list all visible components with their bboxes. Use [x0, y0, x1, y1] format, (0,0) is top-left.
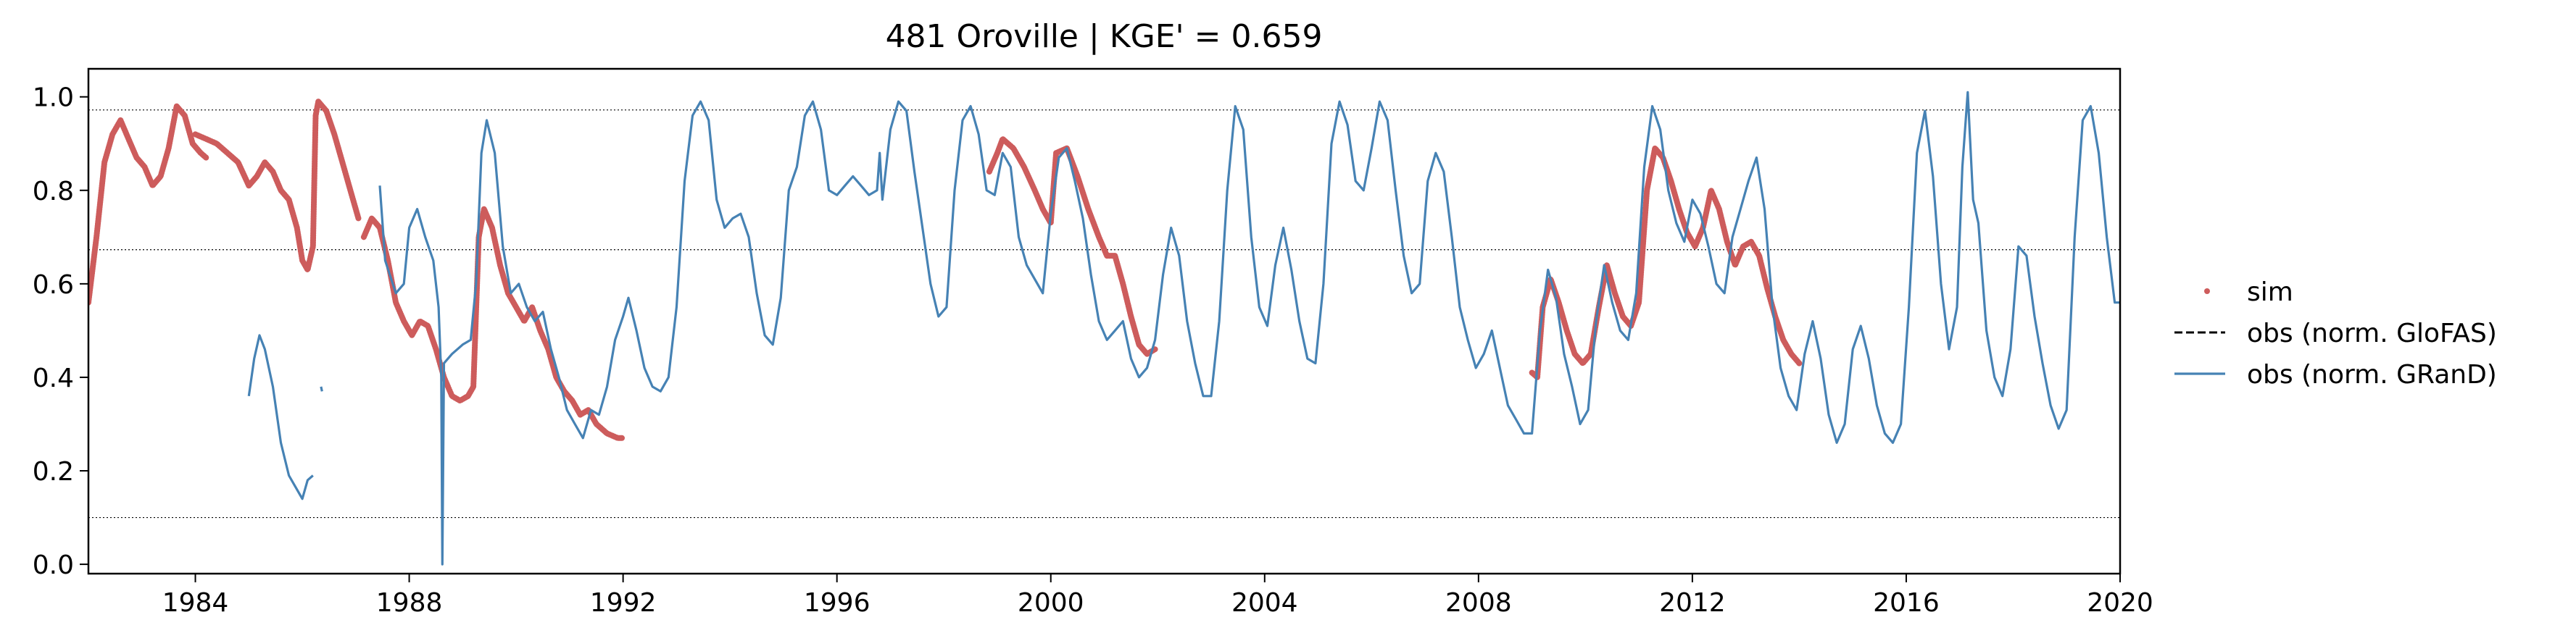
legend-label: obs (norm. GRanD) [2247, 360, 2497, 390]
obs-grand-series-segment [378, 91, 2120, 566]
y-tick-label: 0.6 [33, 270, 74, 300]
sim-series-segment [88, 103, 209, 306]
chart-title: 481 Oroville | KGE' = 0.659 [886, 18, 1323, 55]
x-tick-label: 2020 [2087, 588, 2153, 618]
legend-marker-sim [2204, 288, 2210, 294]
x-tick-label: 2004 [1231, 588, 1298, 618]
obs-grand-series-segment [247, 334, 314, 500]
obs-grand-series-segment [320, 386, 323, 392]
x-tick-label: 2012 [1659, 588, 1726, 618]
x-tick-label: 1988 [376, 588, 443, 618]
x-tick-label: 2008 [1445, 588, 1512, 618]
x-tick-label: 1984 [162, 588, 229, 618]
sim-series-segment [360, 206, 626, 441]
sim-series-segment [192, 99, 362, 273]
plot-frame [87, 67, 2122, 575]
y-axis: 0.0 0.2 0.4 0.6 0.8 1.0 [33, 83, 88, 580]
y-tick-label: 0.2 [33, 457, 74, 487]
sim-series-segment [986, 135, 1158, 357]
y-tick-label: 0.4 [33, 364, 74, 393]
x-tick-label: 2016 [1873, 588, 1940, 618]
legend-label: sim [2247, 277, 2293, 307]
x-tick-label: 2000 [1018, 588, 1084, 618]
sim-series-segment [1529, 145, 1803, 380]
legend: sim obs (norm. GloFAS) obs (norm. GRanD) [2174, 277, 2497, 390]
y-tick-label: 0.8 [33, 177, 74, 206]
x-tick-label: 1996 [804, 588, 871, 618]
plot-area [88, 91, 2120, 566]
x-tick-label: 1992 [590, 588, 657, 618]
y-tick-label: 1.0 [33, 83, 74, 113]
x-axis: 1984 1988 1992 1996 2000 2004 2008 2012 2016 2020 [162, 574, 2153, 618]
y-tick-label: 0.0 [33, 550, 74, 580]
legend-label: obs (norm. GloFAS) [2247, 319, 2497, 348]
